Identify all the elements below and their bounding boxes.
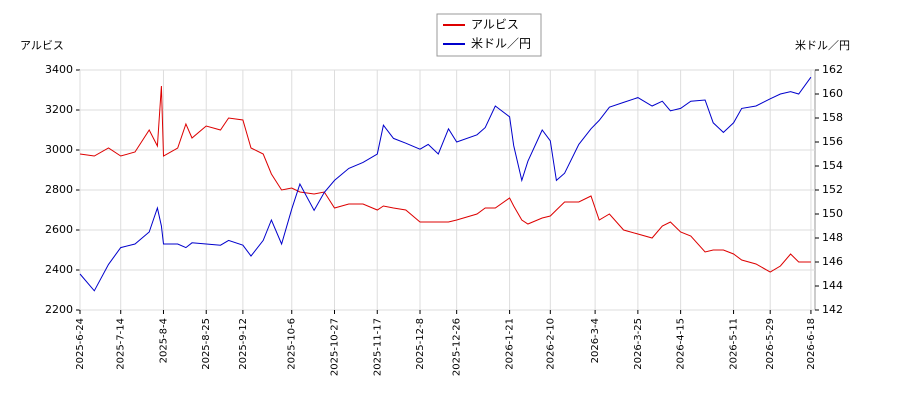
y2-tick-label: 154 (822, 159, 843, 172)
y2-tick-label: 144 (822, 279, 843, 292)
y-tick-label: 2600 (45, 223, 73, 236)
x-tick-label: 2026-2-10 (545, 318, 556, 370)
y2-tick-label: 152 (822, 183, 843, 196)
x-tick-label: 2026-1-21 (505, 318, 516, 370)
legend-box (436, 13, 542, 57)
x-tick-label: 2026-5-29 (765, 318, 776, 370)
y2-tick-label: 146 (822, 255, 843, 268)
x-tick-label: 2025-10-6 (287, 318, 298, 370)
y-axis-title: アルビス (20, 39, 64, 52)
y-tick-label: 2800 (45, 183, 73, 196)
y2-tick-label: 148 (822, 231, 843, 244)
x-tick-label: 2025-11-17 (372, 318, 383, 376)
y2-tick-label: 160 (822, 87, 843, 100)
y2-tick-label: 150 (822, 207, 843, 220)
legend-label: アルビス (471, 18, 519, 32)
y2-tick-label: 158 (822, 111, 843, 124)
y2-tick-label: 162 (822, 63, 843, 76)
y-tick-label: 2400 (45, 263, 73, 276)
x-tick-label: 2026-3-4 (590, 318, 601, 363)
y2-axis-title: 米ドル／円 (795, 39, 850, 52)
y-tick-label: 3200 (45, 103, 73, 116)
x-tick-label: 2025-12-8 (415, 318, 426, 370)
x-tick-label: 2025-9-12 (238, 318, 249, 370)
y-tick-label: 3400 (45, 63, 73, 76)
y-tick-label: 3000 (45, 143, 73, 156)
x-tick-label: 2025-8-25 (201, 318, 212, 370)
x-tick-label: 2025-6-24 (75, 318, 86, 370)
y2-tick-label: 156 (822, 135, 843, 148)
y-tick-label: 2200 (45, 303, 73, 316)
x-tick-label: 2025-8-4 (158, 318, 169, 363)
x-tick-label: 2026-5-11 (729, 318, 740, 370)
x-tick-label: 2026-6-18 (806, 318, 817, 370)
x-tick-label: 2026-4-15 (676, 318, 687, 370)
legend-label: 米ドル／円 (471, 37, 531, 51)
series-line (79, 76, 812, 292)
x-tick-label: 2026-3-25 (633, 318, 644, 370)
x-tick-label: 2025-10-27 (330, 318, 341, 376)
y2-tick-label: 142 (822, 303, 843, 316)
series-line (79, 85, 811, 273)
x-tick-label: 2025-7-14 (116, 318, 127, 370)
x-tick-label: 2025-12-26 (452, 318, 463, 376)
